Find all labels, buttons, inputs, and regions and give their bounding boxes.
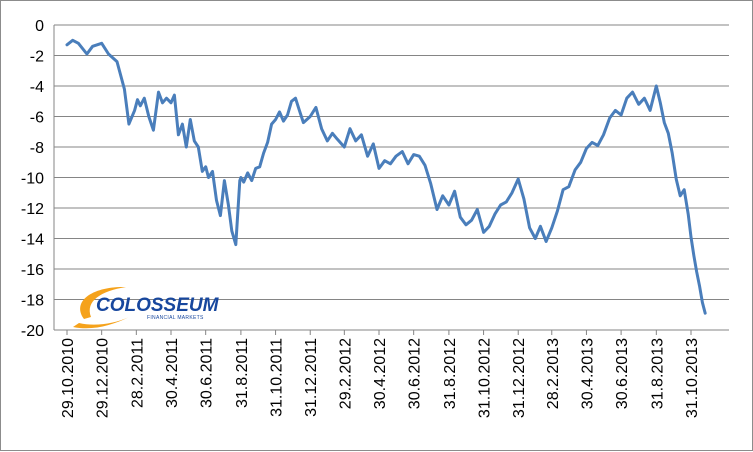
x-tick-label: 28.2.2013	[545, 338, 562, 409]
x-tick-label: 31.8.2011	[234, 338, 251, 408]
x-tick-label: 28.2.2011	[129, 338, 146, 408]
y-tick-label: -14	[21, 232, 44, 249]
y-tick-label: -10	[21, 171, 44, 188]
gridlines	[54, 24, 729, 331]
colosseum-logo: COLOSSEUM FINANCIAL MARKETS	[73, 286, 220, 329]
y-tick-label: -8	[30, 140, 44, 157]
logo-tagline: FINANCIAL MARKETS	[147, 315, 204, 321]
x-tick-label: 30.4.2012	[372, 338, 389, 409]
logo-swoosh-tail-icon	[73, 317, 129, 329]
y-axis: 0 -2 -4 -6 -8 -10 -12 -14 -16 -18 -20	[21, 18, 55, 340]
series	[65, 38, 707, 315]
y-tick-label: -20	[21, 323, 44, 340]
series-line	[65, 38, 707, 315]
logo-swoosh-icon	[80, 286, 126, 319]
x-tick-label: 31.8.2012	[442, 338, 459, 409]
x-tick-label: 30.4.2011	[164, 338, 181, 408]
x-tick-label: 29.2.2012	[337, 338, 354, 409]
x-tick-label: 31.12.2011	[303, 338, 320, 417]
x-tick-label: 30.6.2013	[614, 338, 631, 409]
x-tick-label: 30.6.2011	[199, 338, 216, 408]
logo-wordmark: COLOSSEUM	[96, 295, 220, 316]
x-tick-label: 31.10.2013	[684, 338, 701, 418]
y-tick-label: -2	[30, 49, 44, 66]
x-tick-label: 31.8.2013	[649, 338, 666, 409]
x-axis: 29.10.2010 29.12.2010 28.2.2011 30.4.2011 30…	[54, 329, 729, 418]
y-tick-label: 0	[35, 18, 44, 35]
y-tick-label: -4	[30, 79, 44, 96]
y-tick-label: -6	[30, 110, 44, 127]
y-tick-label: -18	[21, 293, 44, 310]
x-tick-label: 31.10.2012	[477, 338, 494, 418]
x-tick-label: 31.10.2011	[269, 338, 286, 417]
x-tick-label: 31.12.2012	[511, 338, 528, 418]
y-tick-label: -12	[21, 201, 44, 218]
x-tick-label: 29.12.2010	[95, 338, 112, 418]
x-tick-label: 29.10.2010	[60, 338, 77, 418]
y-tick-label: -16	[21, 262, 44, 279]
x-tick-label: 30.6.2012	[407, 338, 424, 409]
x-tick-label: 30.4.2013	[579, 338, 596, 409]
